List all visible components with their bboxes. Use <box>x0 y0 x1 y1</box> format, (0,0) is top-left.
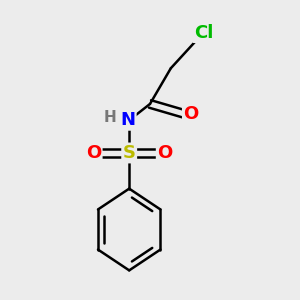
Text: O: O <box>183 105 199 123</box>
Text: N: N <box>120 111 135 129</box>
Text: S: S <box>123 144 136 162</box>
Text: O: O <box>157 144 172 162</box>
Text: H: H <box>103 110 116 125</box>
Text: Cl: Cl <box>194 24 213 42</box>
Text: O: O <box>86 144 101 162</box>
